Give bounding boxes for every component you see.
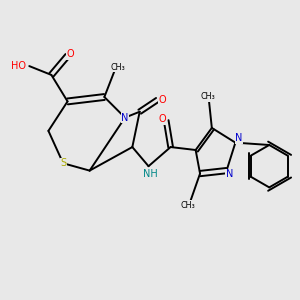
Text: HO: HO: [11, 61, 26, 71]
Text: CH₃: CH₃: [200, 92, 215, 101]
Text: CH₃: CH₃: [111, 63, 126, 72]
Text: N: N: [235, 133, 243, 143]
Text: CH₃: CH₃: [181, 201, 196, 210]
Text: N: N: [121, 112, 129, 123]
Text: O: O: [67, 49, 74, 59]
Text: S: S: [60, 158, 66, 168]
Text: O: O: [159, 114, 167, 124]
Text: O: O: [159, 95, 167, 105]
Text: N: N: [226, 169, 233, 179]
Text: NH: NH: [142, 169, 158, 178]
